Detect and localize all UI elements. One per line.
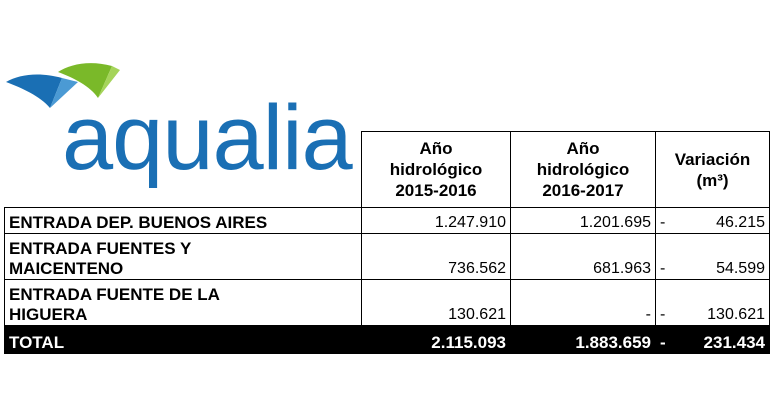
total-2015-2016: 2.115.093: [361, 325, 511, 354]
total-row: TOTAL 2.115.093 1.883.659 - 231.434: [4, 325, 770, 354]
aqualia-leaves-icon: [6, 63, 120, 108]
row-label: ENTRADA FUENTE DE LA HIGUERA: [4, 279, 362, 326]
empty-corner-cell: [5, 132, 362, 208]
header-text: hidrológico: [536, 160, 630, 179]
header-text: Variación: [674, 149, 751, 169]
value-2016-2017: 1.201.695: [510, 207, 656, 234]
header-text: 2016-2017: [542, 181, 624, 200]
table-row: ENTRADA DEP. BUENOS AIRES 1.247.910 1.20…: [4, 207, 770, 234]
header-2016-2017: Año hidrológico 2016-2017: [510, 131, 656, 208]
value-2016-2017: -: [510, 279, 656, 326]
variation-value: 130.621: [678, 279, 770, 326]
header-text: Año: [566, 139, 600, 158]
header-text: Año: [419, 139, 453, 158]
variation-sign: -: [655, 233, 678, 280]
row-label-text: ENTRADA FUENTE DE LA: [9, 285, 220, 304]
total-label: TOTAL: [4, 325, 362, 354]
header-text: 2015-2016: [395, 181, 477, 200]
variation-sign: -: [655, 279, 678, 326]
row-label-text: MAICENTENO: [9, 259, 124, 278]
row-label-text: ENTRADA DEP. BUENOS AIRES: [9, 213, 268, 232]
header-text: hidrológico: [389, 160, 483, 179]
header-variation: Variación (m³): [655, 131, 770, 208]
total-variation-sign: -: [655, 325, 678, 354]
value-2015-2016: 1.247.910: [361, 207, 511, 234]
variation-sign: -: [655, 207, 678, 234]
value-2015-2016: 130.621: [361, 279, 511, 326]
total-variation-value: 231.434: [678, 325, 770, 354]
logo-wordmark: aqualia: [62, 87, 353, 189]
total-2016-2017: 1.883.659: [510, 325, 656, 354]
row-label: ENTRADA FUENTES Y MAICENTENO: [4, 233, 362, 280]
table-row: ENTRADA FUENTE DE LA HIGUERA 130.621 - -…: [4, 279, 770, 326]
value-2015-2016: 736.562: [361, 233, 511, 280]
variation-value: 46.215: [678, 207, 770, 234]
header-row: Año hidrológico 2015-2016 Año hidrológic…: [5, 131, 770, 208]
table-row: ENTRADA FUENTES Y MAICENTENO 736.562 681…: [4, 233, 770, 280]
row-label: ENTRADA DEP. BUENOS AIRES: [4, 207, 362, 234]
row-label-text: ENTRADA FUENTES Y: [9, 239, 192, 258]
value-2016-2017: 681.963: [510, 233, 656, 280]
header-text: (m³): [696, 170, 729, 190]
header-2015-2016: Año hidrológico 2015-2016: [361, 131, 511, 208]
aqualia-logo: aqualia: [0, 0, 370, 210]
row-label-text: HIGUERA: [9, 305, 88, 324]
water-intake-table: Año hidrológico 2015-2016 Año hidrológic…: [4, 131, 770, 354]
variation-value: 54.599: [678, 233, 770, 280]
